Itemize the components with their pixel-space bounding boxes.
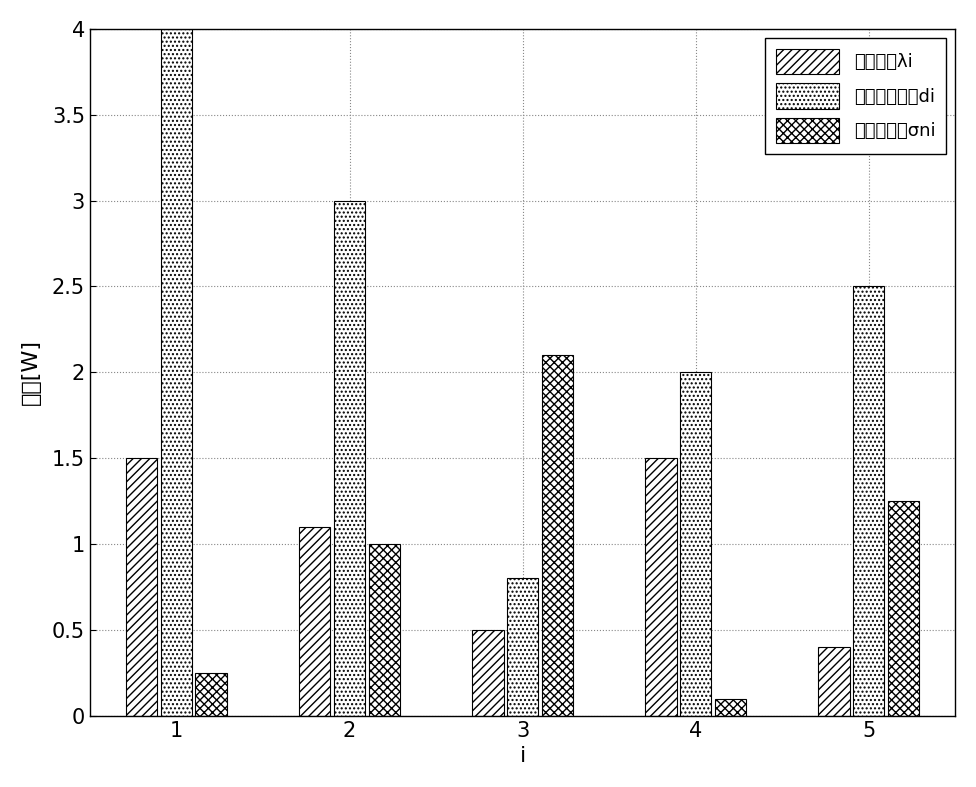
Bar xyxy=(853,286,884,715)
Bar xyxy=(680,372,712,715)
Bar xyxy=(300,527,331,715)
Bar xyxy=(819,647,849,715)
Bar xyxy=(334,201,365,715)
Bar xyxy=(369,544,400,715)
Bar xyxy=(507,578,538,715)
Y-axis label: 功率[W]: 功率[W] xyxy=(20,339,41,405)
Bar xyxy=(888,501,918,715)
Legend: 目标频谱λi, 雷达信号频谱di, 噪声功率谱σni: 目标频谱λi, 雷达信号频谱di, 噪声功率谱σni xyxy=(765,38,946,154)
X-axis label: i: i xyxy=(519,746,526,767)
Bar xyxy=(472,630,504,715)
Bar xyxy=(542,355,573,715)
Bar xyxy=(126,458,157,715)
Bar xyxy=(645,458,676,715)
Bar xyxy=(195,673,226,715)
Bar xyxy=(714,699,746,715)
Bar xyxy=(161,29,192,715)
